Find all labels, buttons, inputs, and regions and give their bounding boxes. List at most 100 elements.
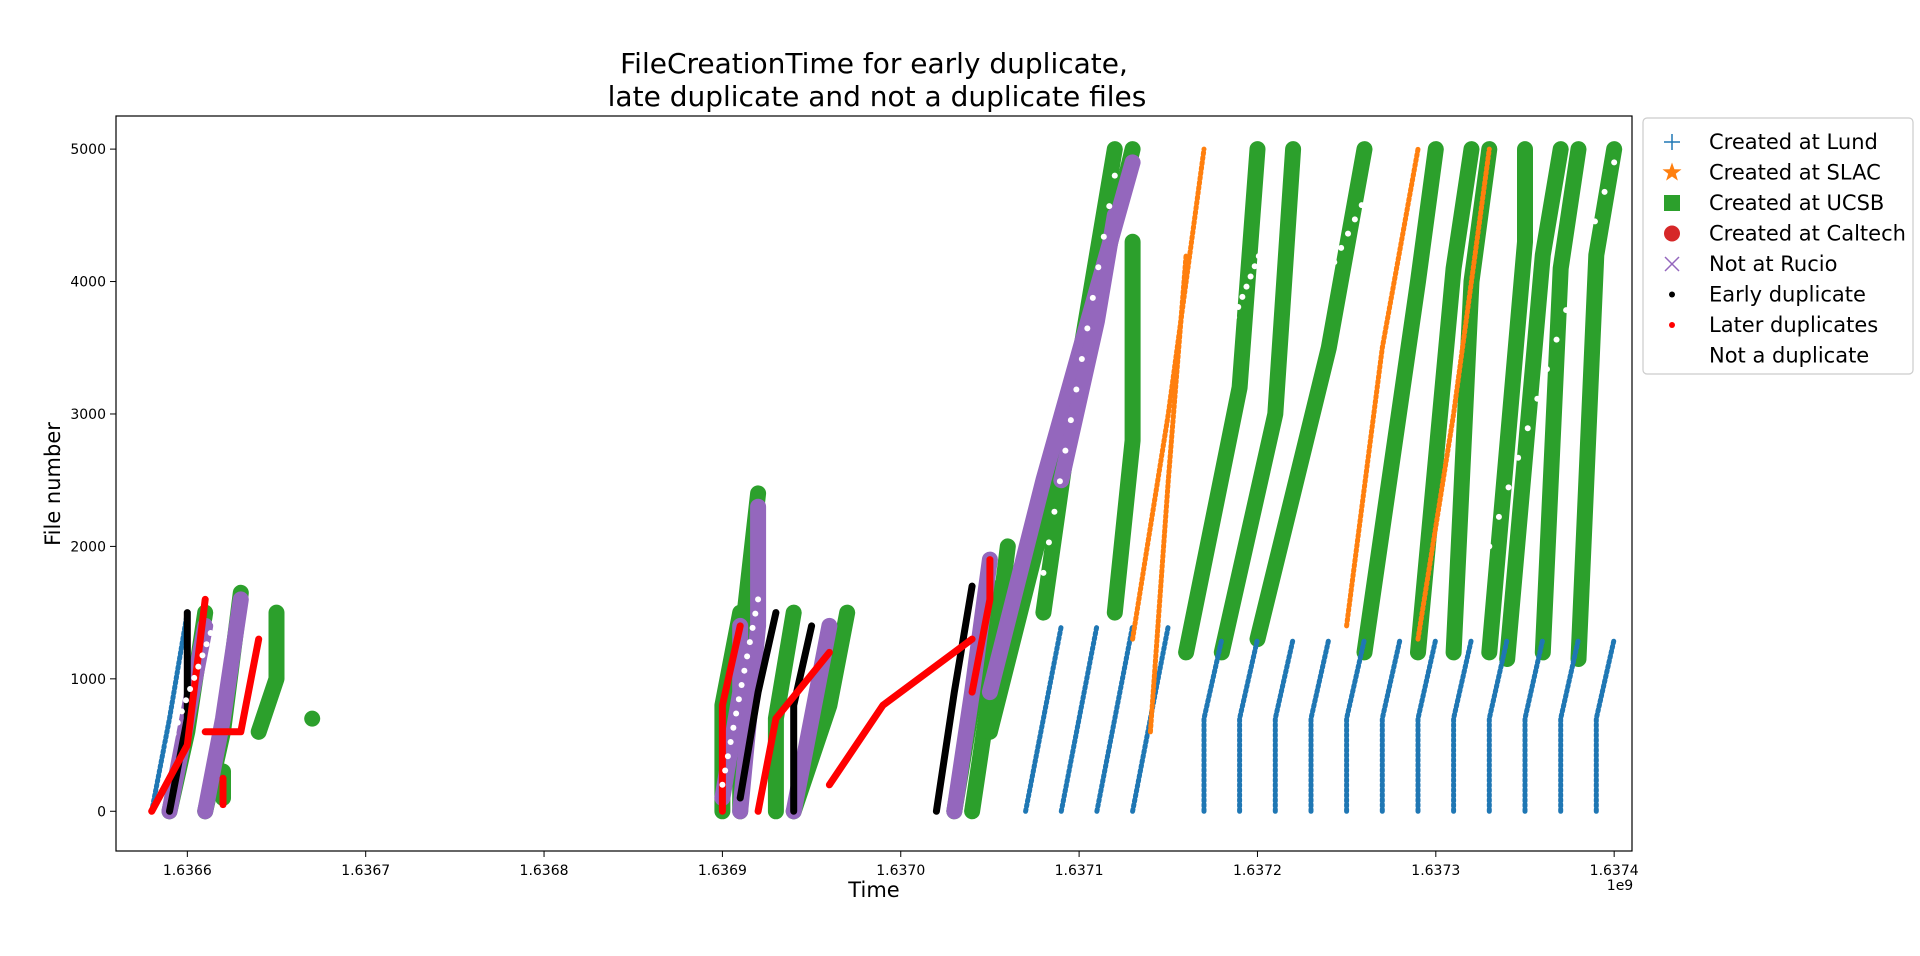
data-point <box>1111 172 1118 179</box>
x-tick-label: 1.6367 <box>341 863 390 879</box>
x-tick-label: 1.6373 <box>1411 863 1460 879</box>
data-point <box>1486 543 1493 550</box>
series-not-at-rucio <box>161 154 1141 820</box>
x-tick-label: 1.6370 <box>876 863 925 879</box>
data-point <box>1106 203 1113 210</box>
legend-marker-early-duplicate <box>1669 291 1675 298</box>
data-track <box>1499 141 1569 667</box>
y-tick-label: 1000 <box>70 672 106 688</box>
data-track <box>1415 636 1439 814</box>
x-axis: 1.6366 1.6367 1.6368 1.6369 1.6370 1.6371 1.63… <box>163 851 1639 879</box>
legend-label: Created at UCSB <box>1709 191 1884 215</box>
data-point <box>1089 294 1096 301</box>
data-track <box>1053 207 1123 489</box>
series-later-duplicates <box>148 556 994 815</box>
data-point <box>1259 242 1266 249</box>
data-track <box>1344 146 1421 629</box>
data-point <box>207 629 214 636</box>
data-point <box>1051 508 1058 515</box>
data-point <box>211 618 218 625</box>
x-tick-label: 1.6372 <box>1233 863 1282 879</box>
legend-frame <box>1642 117 1914 375</box>
data-point <box>1056 478 1063 485</box>
data-point <box>746 639 753 646</box>
data-point <box>1324 273 1331 280</box>
data-track <box>1178 141 1266 661</box>
data-point <box>1515 454 1522 461</box>
data-point <box>1338 244 1345 251</box>
series-created-at-lund <box>149 610 1617 814</box>
data-track <box>1213 141 1302 661</box>
data-point <box>1272 212 1279 219</box>
plot-area <box>148 141 1623 820</box>
data-track <box>1451 636 1474 814</box>
data-point <box>1073 386 1080 393</box>
data-point <box>203 641 210 648</box>
data-track <box>1058 623 1100 814</box>
data-track <box>1410 141 1480 661</box>
data-track <box>1344 636 1367 814</box>
y-tick-label: 5000 <box>70 142 106 158</box>
data-point <box>1247 273 1254 280</box>
legend-marker-created-at-caltech <box>1664 225 1680 242</box>
data-track <box>754 648 833 815</box>
legend-label: Created at Lund <box>1709 130 1878 154</box>
data-track <box>148 595 209 815</box>
legend-label: Early duplicate <box>1709 283 1866 307</box>
legend-label: Not a duplicate <box>1709 344 1869 368</box>
data-point <box>1345 230 1352 237</box>
data-point <box>1239 293 1246 300</box>
data-point <box>1563 307 1570 314</box>
data-track <box>932 582 976 815</box>
data-point <box>1078 355 1085 362</box>
data-point <box>182 697 189 704</box>
data-point <box>1218 344 1225 351</box>
data-point <box>1553 336 1560 343</box>
data-track <box>1147 252 1189 735</box>
data-point <box>1572 277 1579 284</box>
data-point <box>1317 287 1324 294</box>
y-axis-label: File number <box>41 422 65 546</box>
x-axis-label: Time <box>847 878 899 902</box>
data-track <box>968 556 994 696</box>
data-point <box>719 781 726 788</box>
legend-marker-later-duplicates <box>1669 322 1675 328</box>
data-point <box>724 753 731 760</box>
data-track <box>1522 636 1546 814</box>
data-point <box>1222 334 1229 341</box>
data-point <box>755 596 762 603</box>
data-track <box>1558 636 1581 814</box>
data-point <box>1040 569 1047 576</box>
data-track <box>250 604 285 740</box>
data-point <box>1235 304 1242 311</box>
data-point <box>1062 447 1069 454</box>
data-point <box>1351 216 1358 223</box>
data-point <box>1296 330 1303 337</box>
data-point <box>735 696 742 703</box>
data-point <box>1095 264 1102 271</box>
data-track <box>1379 636 1403 814</box>
data-point <box>1495 513 1502 520</box>
data-track <box>1201 636 1225 814</box>
data-point <box>727 738 734 745</box>
data-track <box>825 635 976 789</box>
data-point <box>1524 425 1531 432</box>
legend: Created at Lund Created at SLAC Created at… <box>1642 117 1914 375</box>
data-point <box>195 663 202 670</box>
legend-label: Not at Rucio <box>1709 252 1837 276</box>
data-point <box>744 653 751 660</box>
series-early-duplicate <box>166 582 976 815</box>
data-track <box>1106 233 1141 621</box>
data-point <box>1290 344 1297 351</box>
data-track <box>1308 636 1332 814</box>
data-point <box>1534 395 1541 402</box>
data-track <box>149 610 190 814</box>
data-point <box>1543 366 1550 373</box>
data-point <box>170 730 177 737</box>
data-point <box>722 767 729 774</box>
x-axis-offset-label: 1e9 <box>1607 878 1633 894</box>
data-point <box>1358 202 1365 209</box>
data-point <box>1231 314 1238 321</box>
data-track <box>1023 623 1064 814</box>
data-point <box>199 652 206 659</box>
